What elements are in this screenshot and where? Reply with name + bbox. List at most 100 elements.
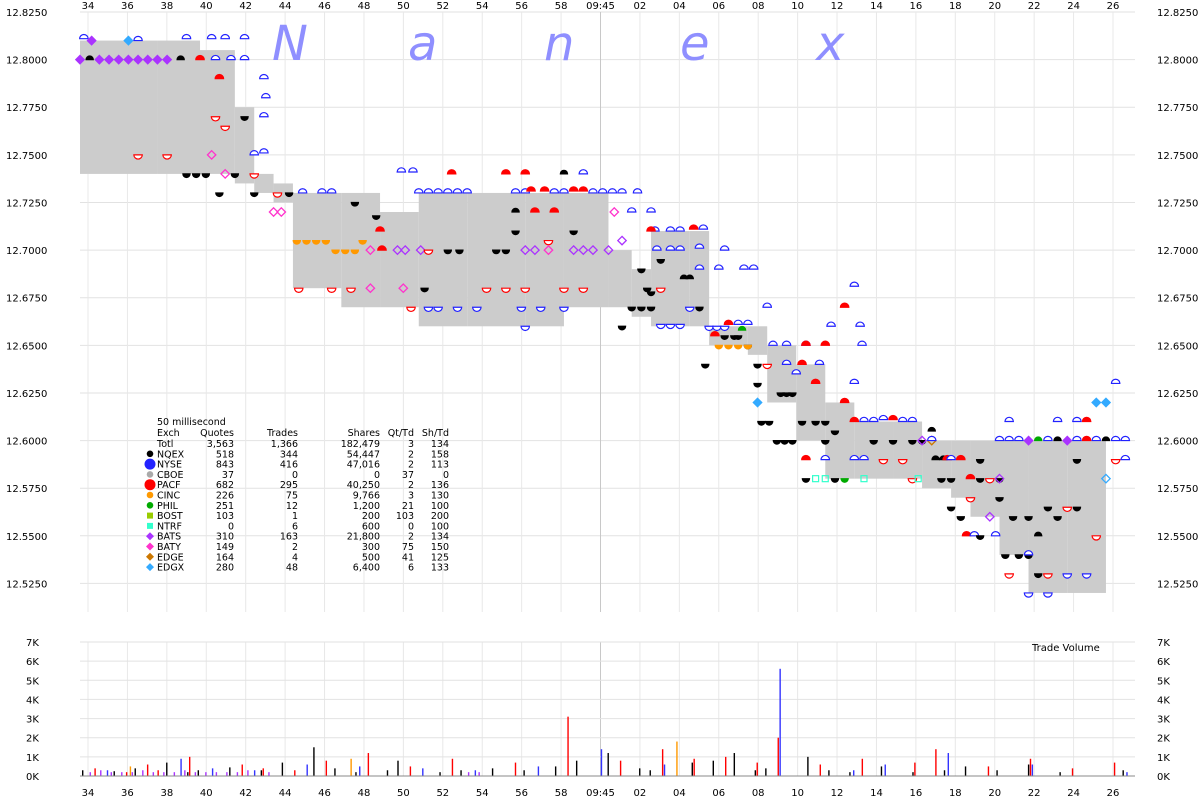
- stats-exchange: Totl: [156, 439, 173, 450]
- quote-marker: [764, 420, 774, 426]
- quote-marker: [182, 173, 191, 179]
- quote-marker: [675, 245, 685, 251]
- legend-marker: [146, 450, 154, 458]
- stats-shares: 0: [374, 470, 380, 481]
- volume-bar: [756, 762, 758, 776]
- quote-marker: [511, 207, 520, 213]
- stats-quotes: 103: [216, 511, 234, 522]
- stats-trades: 48: [286, 563, 298, 574]
- x-tick-label-bottom: 18: [949, 788, 962, 799]
- quote-marker: [86, 35, 97, 46]
- quote-marker: [675, 323, 685, 330]
- stats-shares: 600: [362, 521, 380, 532]
- quote-marker: [443, 249, 452, 255]
- quote-marker: [446, 169, 457, 175]
- stats-qt-td: 75: [402, 542, 414, 553]
- volume-bar: [523, 770, 525, 776]
- x-tick-label-bottom: 36: [121, 788, 134, 799]
- x-tick-label-bottom: 02: [634, 788, 647, 799]
- quote-marker: [293, 287, 304, 293]
- quote-marker: [452, 306, 463, 313]
- quote-marker: [413, 188, 424, 194]
- quote-marker: [549, 207, 560, 213]
- x-tick-label-bottom: 22: [1028, 788, 1041, 799]
- stats-trades: 295: [280, 480, 298, 491]
- quote-marker: [937, 478, 946, 483]
- quote-marker: [510, 188, 521, 194]
- x-tick-label-top: 09:45: [586, 1, 615, 12]
- quote-marker: [603, 244, 614, 256]
- quote-marker: [857, 340, 867, 346]
- quote-marker: [442, 188, 453, 194]
- stats-sh-td: 125: [431, 552, 449, 563]
- quote-marker: [984, 511, 995, 522]
- volume-bar: [281, 762, 284, 776]
- quote-marker: [423, 306, 434, 313]
- quote-marker: [292, 239, 302, 245]
- volume-tick-label-left: 7K: [26, 638, 39, 649]
- y-tick-label-right: 12.7000: [1157, 246, 1198, 257]
- quote-marker: [839, 397, 850, 404]
- stats-trades: 0: [292, 470, 298, 481]
- volume-bar: [1126, 772, 1128, 776]
- volume-bar: [765, 768, 767, 776]
- quote-marker: [597, 188, 608, 194]
- volume-bar: [912, 772, 914, 776]
- quote-marker: [826, 321, 836, 327]
- x-tick-label-bottom: 50: [397, 788, 410, 799]
- quote-marker: [259, 111, 269, 118]
- quote-marker: [888, 439, 898, 445]
- x-tick-label-top: 10: [791, 1, 804, 12]
- volume-bar: [777, 737, 779, 776]
- quote-marker: [616, 235, 628, 246]
- volume-tick-label-right: 0K: [1157, 772, 1170, 783]
- quote-marker: [1052, 416, 1063, 423]
- quote-marker: [975, 478, 985, 483]
- x-tick-label-top: 36: [121, 1, 134, 12]
- quote-marker: [665, 323, 676, 330]
- stats-exchange: BATS: [157, 532, 181, 543]
- volume-tick-label-left: 1K: [26, 753, 39, 764]
- quote-marker: [768, 340, 778, 346]
- y-tick-label-left: 12.6250: [6, 389, 47, 400]
- quote-marker: [1110, 435, 1121, 442]
- stats-exchange: NTRF: [157, 521, 182, 532]
- y-tick-label-left: 12.7750: [6, 103, 47, 114]
- quote-marker: [908, 439, 917, 445]
- quote-marker: [1014, 435, 1024, 442]
- quote-marker: [578, 244, 589, 256]
- nbbo-band: [854, 421, 894, 479]
- stats-qt-td: 37: [402, 470, 414, 481]
- volume-bar: [125, 772, 128, 776]
- quote-marker: [739, 264, 749, 270]
- volume-bar: [142, 770, 144, 776]
- quote-marker: [210, 116, 221, 122]
- x-tick-label-top: 20: [988, 1, 1001, 12]
- volume-bar: [241, 764, 243, 776]
- volume-bar: [554, 766, 557, 776]
- x-tick-label-bottom: 54: [476, 788, 489, 799]
- quote-marker: [392, 244, 403, 256]
- quote-marker: [801, 340, 811, 346]
- stats-quotes: 280: [216, 563, 234, 574]
- legend-marker: [147, 512, 153, 519]
- stats-sh-td: 100: [431, 501, 449, 512]
- quote-marker: [420, 287, 429, 293]
- quote-marker: [859, 454, 869, 461]
- quote-marker: [587, 244, 599, 256]
- quote-marker: [1072, 459, 1082, 464]
- volume-bar: [828, 770, 830, 776]
- quote-marker: [79, 33, 89, 40]
- quote-marker: [1120, 435, 1131, 442]
- quote-marker: [801, 478, 811, 483]
- quote-marker: [321, 239, 331, 245]
- quote-marker: [341, 249, 350, 255]
- volume-bar: [188, 756, 191, 776]
- stats-exchange: BOST: [157, 511, 183, 522]
- x-tick-label-top: 50: [397, 1, 410, 12]
- volume-bar: [184, 770, 186, 776]
- y-tick-label-right: 12.7750: [1157, 103, 1198, 114]
- stats-qt-td: 3: [408, 491, 414, 502]
- x-tick-label-bottom: 04: [673, 788, 686, 799]
- volume-bar: [712, 760, 714, 776]
